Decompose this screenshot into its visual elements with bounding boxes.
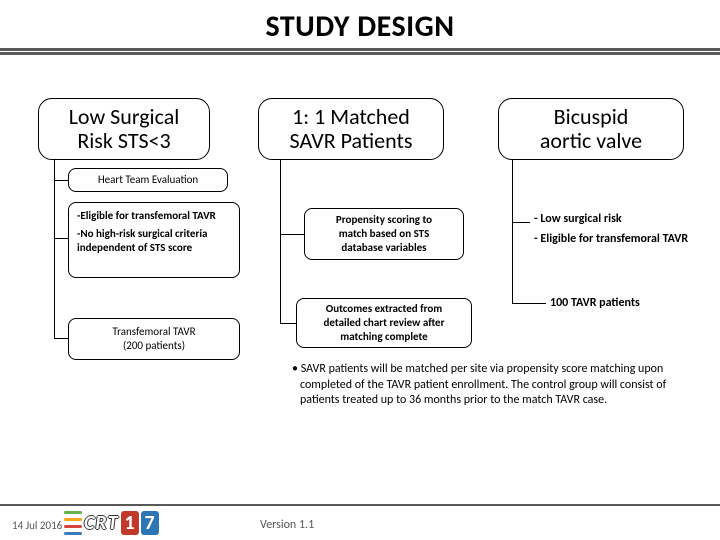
footer-rule [0,504,720,506]
col2-sub1-box: Propensity scoring to match based on STS… [304,208,464,260]
col2-header-box: 1: 1 Matched SAVR Patients [258,98,444,160]
logo-num-1: 1 [121,511,139,535]
logo-num-7: 7 [141,511,159,535]
logo-letter-r: R [95,511,106,535]
connector-line [512,222,530,223]
col2-sub1-l1: Propensity scoring to [313,213,455,227]
col1-sub2-box: -Eligible for transfemoral TAVR -No high… [68,202,240,278]
col2-header-line1: 1: 1 Matched [267,105,435,129]
footer-date: 14 Jul 2016 [12,519,62,532]
connector-line [280,160,281,324]
connector-line [512,303,546,304]
col2-sub1-l3: database variables [313,241,455,255]
connector-line [54,238,68,239]
col2-sub2-l1: Outcomes extracted from [305,302,463,316]
page-title: STUDY DESIGN [0,0,720,45]
match-note-text: SAVR patients will be matched per site v… [300,362,666,407]
logo-bars-icon [64,511,82,535]
connector-line [54,338,68,339]
footer-version: Version 1.1 [260,518,314,532]
col1-sub1-box: Heart Team Evaluation [68,168,228,192]
match-note: • SAVR patients will be matched per site… [290,362,694,409]
title-rule-2 [0,52,720,55]
col2-sub2-l3: matching complete [305,330,463,344]
logo-text: C R T 1 7 [84,511,159,535]
logo-letter-c: C [84,511,94,535]
col2-sub2-box: Outcomes extracted from detailed chart r… [296,298,472,348]
col1-sub2-l1: -Eligible for transfemoral TAVR [77,209,231,223]
col3-header-line1: Bicuspid [507,105,675,129]
col3-note1-l2: - Eligible for transfemoral TAVR [534,232,710,248]
col3-note2: 100 TAVR patients [550,296,710,312]
col1-header-line2: Risk STS<3 [47,129,201,153]
connector-line [54,160,55,338]
col1-sub3-l2: (200 patients) [77,339,231,353]
connector-line [280,234,304,235]
col3-note1-l1: - Low surgical risk [534,212,710,228]
col1-header-box: Low Surgical Risk STS<3 [38,98,210,160]
col2-sub1-l2: match based on STS [313,227,455,241]
page-root: STUDY DESIGN Low Surgical Risk STS<3 Hea… [0,0,720,540]
col1-sub1-text: Heart Team Evaluation [77,173,219,187]
col2-sub2-l2: detailed chart review after [305,316,463,330]
col2-header-line2: SAVR Patients [267,129,435,153]
col3-header-box: Bicuspid aortic valve [498,98,684,160]
connector-line [280,323,296,324]
col3-note1: - Low surgical risk - Eligible for trans… [534,212,710,247]
col1-header-line1: Low Surgical [47,105,201,129]
col3-header-line2: aortic valve [507,129,675,153]
col1-sub3-l1: Transfemoral TAVR [77,325,231,339]
logo-letter-t: T [108,511,118,535]
connector-line [54,180,68,181]
col1-sub2-l2: -No high-risk surgical criteria independ… [77,227,231,255]
crt17-logo: C R T 1 7 [64,510,174,536]
connector-line [512,160,513,304]
footer: 14 Jul 2016 C R T 1 7 Version 1.1 [0,504,720,540]
col3-note2-text: 100 TAVR patients [550,296,640,310]
title-rule-1 [0,48,720,51]
col1-sub3-box: Transfemoral TAVR (200 patients) [68,318,240,360]
